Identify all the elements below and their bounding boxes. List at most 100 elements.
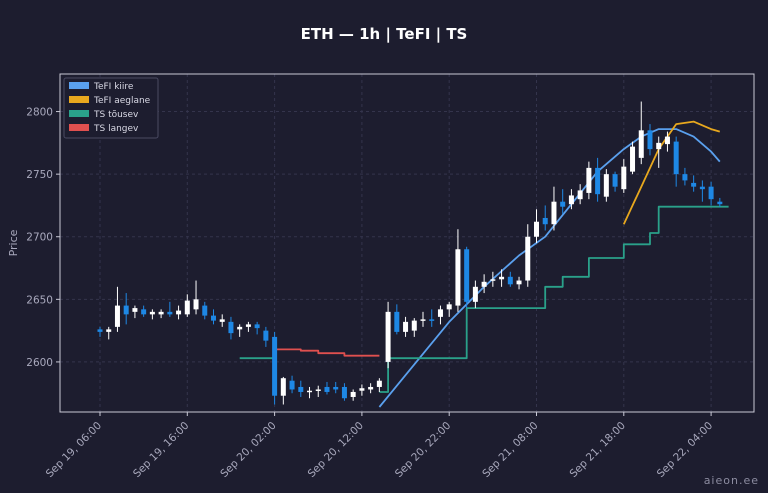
candle-body	[158, 311, 164, 315]
x-tick-label: Sep 19, 06:00	[44, 420, 104, 480]
candle-body	[263, 330, 269, 341]
candle	[437, 305, 443, 325]
candle	[446, 301, 452, 317]
candle	[516, 276, 522, 290]
candle-body	[499, 276, 505, 280]
candle	[184, 294, 190, 317]
legend-label: TeFI aeglane	[93, 96, 151, 106]
candle-body	[708, 186, 714, 200]
candle-body	[106, 329, 112, 332]
candle	[577, 184, 583, 205]
candle	[499, 269, 505, 287]
legend-box	[63, 77, 159, 139]
candle	[420, 311, 426, 327]
candle-body	[638, 130, 644, 158]
series-line-1	[622, 120, 721, 225]
candle	[481, 274, 487, 294]
legend: TeFI kiire TeFI aeglane TS tõusev TS langev	[63, 77, 159, 139]
candle	[568, 189, 574, 210]
candle-body	[647, 130, 653, 150]
candle-body	[237, 326, 243, 330]
candle	[280, 376, 286, 405]
candle-body	[228, 321, 234, 334]
x-tick-label: Sep 20, 12:00	[306, 420, 366, 480]
candle-body	[324, 386, 330, 392]
candle-body	[97, 329, 103, 332]
candle	[167, 301, 173, 317]
candle	[429, 309, 435, 327]
candle-body	[551, 201, 557, 225]
candle	[507, 271, 513, 287]
candle	[237, 324, 243, 337]
candle-layer	[97, 101, 723, 405]
candle-body	[350, 391, 356, 397]
x-tick-label: Sep 21, 18:00	[568, 420, 628, 480]
candle	[228, 316, 234, 340]
candle-body	[403, 321, 409, 332]
series-layer	[239, 120, 729, 408]
candle	[114, 286, 120, 332]
candle-body	[673, 141, 679, 175]
candle-body	[577, 190, 583, 200]
candle	[315, 385, 321, 397]
y-tick-label: 2600	[26, 357, 53, 369]
candle-body	[272, 336, 278, 396]
y-axis: 2600 2650 2700 2750 2800	[26, 107, 60, 369]
candle	[394, 304, 400, 335]
legend-box-group: TeFI kiire TeFI aeglane TS tõusev TS langev	[63, 77, 159, 139]
y-tick-label: 2700	[26, 232, 53, 244]
y-tick-label: 2650	[26, 294, 53, 306]
candle-body	[595, 167, 601, 195]
candle-body	[472, 286, 478, 302]
legend-label: TeFI kiire	[93, 82, 134, 92]
candle	[263, 326, 269, 347]
candle	[149, 309, 155, 320]
candle	[350, 389, 356, 401]
candle-body	[656, 142, 662, 150]
candle	[341, 383, 347, 401]
candle	[368, 383, 374, 394]
candle	[551, 186, 557, 231]
candle	[411, 318, 417, 337]
y-axis-label: Price	[7, 229, 20, 256]
candle	[385, 301, 391, 369]
candle-body	[446, 304, 452, 310]
candle	[647, 124, 653, 156]
x-tick-label: Sep 19, 16:00	[131, 420, 191, 480]
candle	[612, 171, 618, 192]
candle	[245, 321, 251, 332]
candle	[560, 189, 566, 215]
candle-body	[568, 195, 574, 205]
candle-body	[437, 309, 443, 317]
candle	[717, 197, 723, 207]
candle	[193, 280, 199, 315]
candle	[403, 316, 409, 337]
candle	[603, 169, 609, 202]
candle-body	[245, 324, 251, 327]
candle	[464, 246, 470, 309]
candle-body	[394, 311, 400, 332]
candle	[254, 321, 260, 335]
candle	[298, 380, 304, 397]
chart-title: ETH — 1h | TeFI | TS	[301, 25, 468, 44]
candle-body	[167, 311, 173, 315]
candle-body	[376, 380, 382, 387]
candle	[324, 381, 330, 395]
candle-body	[132, 308, 138, 312]
candle	[638, 101, 644, 165]
candle-body	[455, 249, 461, 306]
candle-body	[385, 311, 391, 362]
candle	[176, 305, 182, 320]
candle	[210, 309, 216, 325]
candle-body	[481, 281, 487, 287]
candle-body	[464, 249, 470, 302]
legend-label: TS langev	[93, 124, 139, 134]
candle	[682, 167, 688, 186]
candle-body	[141, 309, 147, 315]
candle-body	[333, 386, 339, 390]
candle	[699, 180, 705, 202]
candle-body	[612, 174, 618, 187]
candle-body	[184, 300, 190, 315]
candle-body	[699, 186, 705, 190]
y-tick-label: 2800	[26, 107, 53, 119]
